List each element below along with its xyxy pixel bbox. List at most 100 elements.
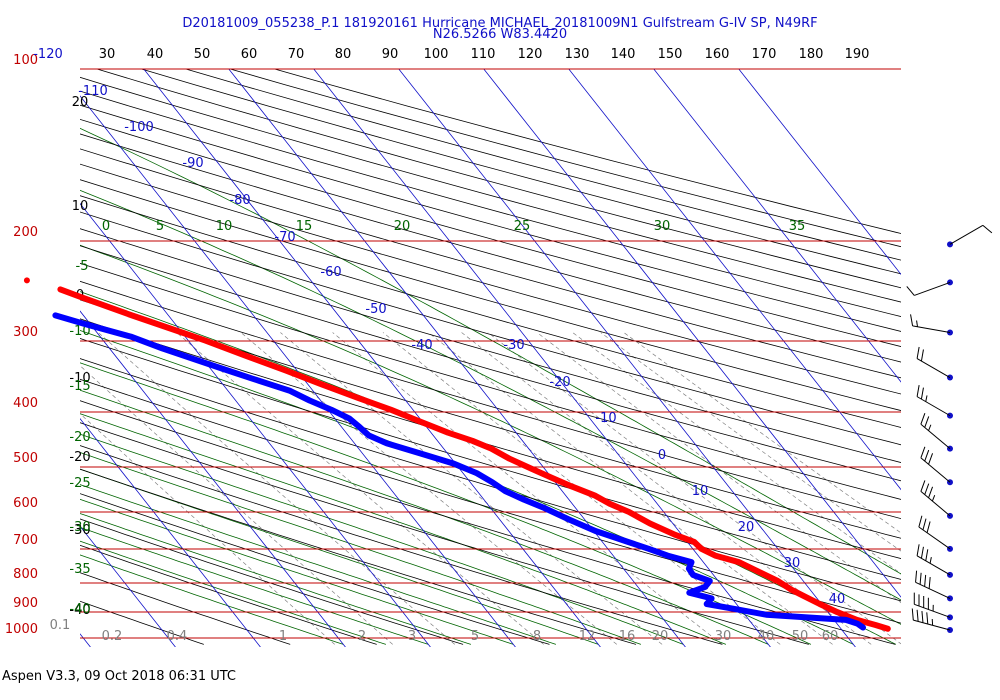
moist-adiabat-line xyxy=(80,526,429,645)
top-axis-label: 70 xyxy=(288,47,305,62)
isotherm-label: -40 xyxy=(411,338,432,353)
dry-adiabat-line xyxy=(80,600,204,645)
top-axis-label: 120 xyxy=(518,47,543,62)
isotherm-label: 0 xyxy=(658,448,666,463)
wind-barb-staff xyxy=(916,396,951,417)
moist-adiabat-label: -25 xyxy=(69,476,90,491)
moist-adiabat-line xyxy=(80,433,684,645)
isotherm-line xyxy=(568,69,901,491)
top-axis-label: 100 xyxy=(424,47,449,62)
moist-adiabat-label: -20 xyxy=(69,430,90,445)
pressure-label: 500 xyxy=(13,451,38,466)
moist-adiabat-label: 25 xyxy=(514,219,531,234)
isotherm-line xyxy=(143,69,601,647)
wind-barb xyxy=(911,608,953,633)
wind-barb-flag xyxy=(916,544,920,556)
dry-adiabat-label: 20 xyxy=(72,95,89,110)
isotherm-line xyxy=(0,0,11,654)
dewpoint-series xyxy=(52,312,866,631)
moist-adiabat-label: 35 xyxy=(789,219,806,234)
wind-barb-flag xyxy=(911,608,914,621)
dry-adiabat-line xyxy=(80,358,901,602)
moist-adiabat-line xyxy=(80,127,901,575)
wind-barb-staff xyxy=(920,491,951,517)
wind-barb-staff xyxy=(915,581,951,599)
top-axis-label: -120 xyxy=(33,47,63,62)
moist-adiabat-label: 30 xyxy=(654,219,671,234)
chart-subtitle: N26.5266 W83.4420 xyxy=(432,27,568,42)
top-axis-label: 160 xyxy=(705,47,730,62)
wind-barb-flag xyxy=(920,480,926,492)
wind-barb-flag xyxy=(918,515,923,528)
wind-barb-flag xyxy=(919,572,922,585)
wind-barb-flag xyxy=(921,611,924,623)
isotherm-label: 20 xyxy=(738,520,755,535)
moist-adiabat-line xyxy=(80,329,854,645)
wind-barb-staff xyxy=(920,423,951,450)
top-axis-label: 60 xyxy=(241,47,258,62)
pressure-label: 700 xyxy=(13,533,38,548)
dry-adiabat-line xyxy=(80,445,723,645)
dry-adiabat-line xyxy=(80,179,901,411)
pressure-label: 400 xyxy=(13,396,38,411)
wind-barb-flag xyxy=(928,576,931,589)
dry-adiabat-line xyxy=(80,400,896,645)
isotherm-line xyxy=(738,69,901,275)
sounding-profiles xyxy=(23,277,891,632)
wind-barb-flag xyxy=(925,549,929,561)
dry-adiabat-line xyxy=(80,422,809,645)
mixing-ratio-line xyxy=(280,332,663,645)
dry-adiabat-line xyxy=(80,544,377,645)
moist-adiabat-line xyxy=(80,498,514,645)
wind-barb-flag xyxy=(916,346,920,359)
wind-barb xyxy=(916,385,953,419)
wind-barb-flag xyxy=(924,416,930,428)
mixing-ratio-label: 16 xyxy=(619,629,636,644)
dry-adiabat-line xyxy=(80,245,901,482)
top-axis-label: 90 xyxy=(382,47,399,62)
mixing-ratio-label: 20 xyxy=(652,629,669,644)
dry-adiabat-line xyxy=(80,228,901,463)
moist-adiabat-line xyxy=(80,389,769,645)
top-axis-label: 130 xyxy=(565,47,590,62)
moist-adiabat-label: -15 xyxy=(69,379,90,394)
moist-adiabats xyxy=(80,127,901,645)
dry-adiabat-line xyxy=(80,76,901,303)
wind-barb xyxy=(920,480,953,519)
top-axis-label: 30 xyxy=(99,47,116,62)
isotherm-label: 40 xyxy=(829,592,846,607)
wind-barb-half-flag xyxy=(925,395,928,402)
mixing-ratio-label: 2 xyxy=(358,629,366,644)
dry-adiabat-line xyxy=(80,318,901,559)
wind-barbs xyxy=(906,224,993,633)
isotherm-line xyxy=(80,310,346,647)
wind-barb-flag xyxy=(916,609,919,622)
mixing-ratio-line xyxy=(80,365,393,645)
dry-adiabat-label: -20 xyxy=(69,450,90,465)
wind-barb-staff xyxy=(949,224,984,245)
mixing-ratio-line xyxy=(382,332,781,645)
isotherm-label: -10 xyxy=(595,411,616,426)
top-axis-label: 50 xyxy=(194,47,211,62)
mixing-ratio-line xyxy=(240,332,618,645)
dry-adiabat-label: -40 xyxy=(69,603,90,618)
wind-barb-staff xyxy=(912,325,951,333)
dry-adiabat-line xyxy=(80,299,901,539)
pressure-label: 600 xyxy=(13,496,38,511)
wind-barb-half-flag xyxy=(916,320,918,327)
top-axis-label: 80 xyxy=(335,47,352,62)
dry-adiabat-line xyxy=(80,572,291,645)
wind-barb-staff xyxy=(920,457,951,483)
wind-barb-staff xyxy=(914,603,951,618)
isobars xyxy=(80,68,901,639)
mixing-ratio-label: 40 xyxy=(758,629,775,644)
wind-barb-flag xyxy=(920,413,926,425)
mixing-ratio-label: 30 xyxy=(715,629,732,644)
moist-adiabat-label: 10 xyxy=(216,219,233,234)
dry-adiabat-line xyxy=(80,133,901,363)
dry-adiabat-line xyxy=(80,262,901,500)
wind-barb-flag xyxy=(920,546,924,559)
moist-adiabat-line xyxy=(80,291,897,645)
wind-barb-flag xyxy=(982,224,993,234)
